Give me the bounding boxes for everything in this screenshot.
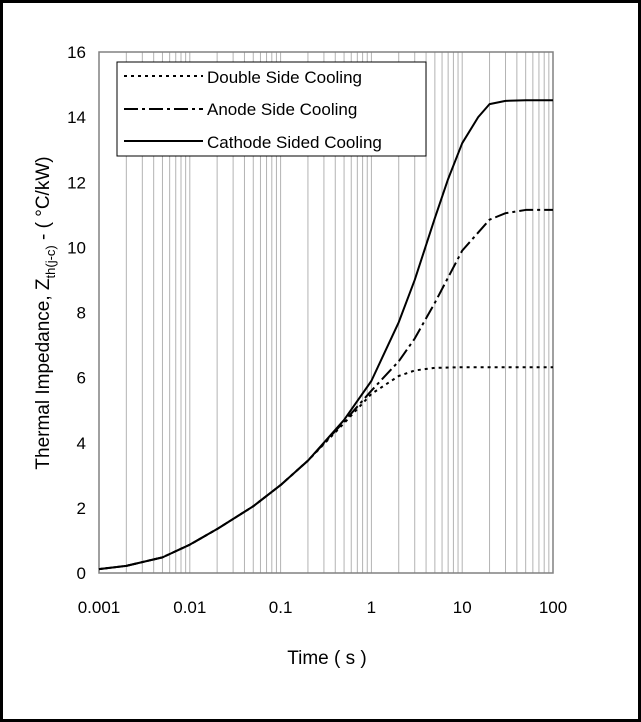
y-axis-title: Thermal Impedance, Zth(j-c) - ( °C/kW): [33, 156, 58, 469]
y-tick-label: 16: [67, 43, 86, 62]
x-tick-label: 100: [539, 598, 567, 617]
y-tick-label: 12: [67, 173, 86, 192]
series-line-cathode-sided-cooling: [98, 99, 553, 571]
y-tick-label: 14: [67, 108, 86, 127]
x-tick-label: 0.001: [78, 598, 121, 617]
legend: Double Side Cooling Anode Side Cooling C…: [116, 61, 427, 157]
series-line-anode-side-cooling: [98, 208, 553, 571]
series-layer: [98, 99, 553, 571]
y-tick-label: 6: [77, 369, 86, 388]
x-tick-label: 0.01: [173, 598, 206, 617]
y-tick-label: 4: [77, 434, 86, 453]
x-tick-labels: 0.001 0.01 0.1 1 10 100: [78, 598, 567, 617]
y-tick-label: 0: [77, 564, 86, 583]
x-tick-label: 10: [453, 598, 472, 617]
x-tick-label: 1: [367, 598, 376, 617]
y-tick-label: 8: [77, 304, 86, 323]
series-line-double-side-cooling: [98, 366, 553, 571]
legend-label-anode-side: Anode Side Cooling: [207, 100, 357, 119]
y-tick-label: 2: [77, 499, 86, 518]
y-axis-title-main: Thermal Impedance, Z: [33, 278, 54, 470]
y-axis-title-subscript: th(j-c): [43, 245, 58, 278]
legend-label-cathode-side: Cathode Sided Cooling: [207, 133, 382, 152]
x-tick-label: 0.1: [269, 598, 293, 617]
y-axis-title-suffix: - ( °C/kW): [33, 156, 54, 245]
plot-area-border: [98, 51, 554, 574]
y-tick-labels: 0 2 4 6 8 10 12 14 16: [67, 43, 86, 583]
y-tick-label: 10: [67, 238, 86, 257]
legend-label-double-side: Double Side Cooling: [207, 68, 362, 87]
x-axis-title: Time ( s ): [287, 648, 367, 669]
